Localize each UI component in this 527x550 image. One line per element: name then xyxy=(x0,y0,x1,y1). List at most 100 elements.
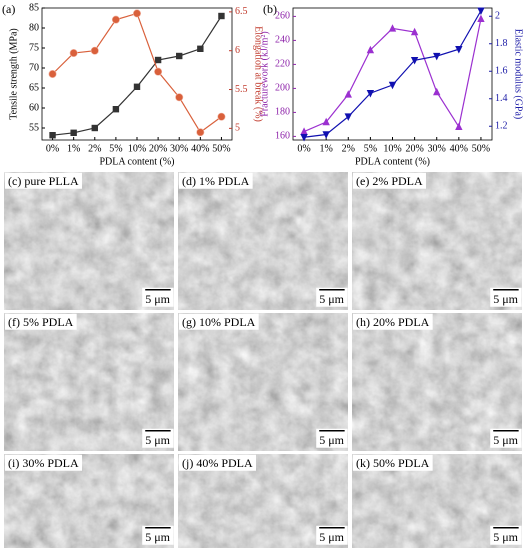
y-tick-label: 240 xyxy=(275,35,290,46)
marker xyxy=(217,112,226,121)
x-tick-label: 20% xyxy=(149,143,167,154)
marker xyxy=(366,90,375,98)
scale-label: 5 μm xyxy=(145,530,170,544)
x-tick-label: 1% xyxy=(67,143,80,154)
marker xyxy=(154,67,163,76)
x-tick-label: 40% xyxy=(450,143,468,154)
sem-panel: (h) 20% PDLA 5 μm xyxy=(352,313,522,451)
sem-image xyxy=(4,172,174,310)
marker xyxy=(48,70,57,79)
marker xyxy=(300,134,308,142)
panel-label: (a) xyxy=(2,2,15,16)
y-tick-label: 160 xyxy=(275,131,290,142)
panel-label: (d) 1% PDLA xyxy=(182,174,250,188)
y-tick-label: 80 xyxy=(29,22,39,33)
marker xyxy=(344,113,352,121)
y-tick-label: 65 xyxy=(29,82,39,93)
x-tick-label: 40% xyxy=(191,143,209,154)
scale-background xyxy=(142,525,174,545)
y-tick-label: 70 xyxy=(29,62,39,73)
scale-background xyxy=(490,525,522,545)
sem-image xyxy=(178,313,348,451)
y2-axis-label: Elongation at break (%) xyxy=(253,26,264,122)
plot-frame xyxy=(41,7,233,141)
marker xyxy=(322,131,330,139)
panel-label: (f) 5% PDLA xyxy=(8,315,74,329)
marker xyxy=(133,9,142,18)
series-line xyxy=(52,15,222,136)
label-background xyxy=(353,454,433,471)
sem-image xyxy=(4,313,174,451)
marker xyxy=(388,81,397,90)
marker xyxy=(197,45,204,52)
panel-label: (b) xyxy=(263,2,277,16)
y2-tick-label: 2 xyxy=(495,11,500,22)
scale-label: 5 μm xyxy=(493,530,518,544)
y-tick-label: 220 xyxy=(275,59,290,70)
x-tick-label: 0% xyxy=(297,143,310,154)
panel-label: (h) 20% PDLA xyxy=(356,315,430,329)
x-tick-label: 20% xyxy=(405,143,423,154)
y2-tick-label: 6 xyxy=(235,45,240,56)
marker xyxy=(455,46,463,54)
sem-panel: (d) 1% PDLA 5 μm xyxy=(178,172,348,310)
x-tick-label: 10% xyxy=(383,143,401,154)
sem-panel: (g) 10% PDLA 5 μm xyxy=(178,313,348,451)
label-background xyxy=(5,172,82,189)
sem-image xyxy=(352,172,522,310)
panel-label: (c) pure PLLA xyxy=(8,174,79,188)
marker xyxy=(410,57,419,65)
scale-background xyxy=(490,428,522,448)
marker xyxy=(91,124,98,132)
panel-label: (e) 2% PDLA xyxy=(356,174,423,188)
marker xyxy=(455,122,463,130)
scale-label: 5 μm xyxy=(319,530,344,544)
sem-panel: (i) 30% PDLA 5 μm xyxy=(4,454,174,548)
label-background xyxy=(5,454,82,471)
marker xyxy=(176,52,183,60)
scale-background xyxy=(490,287,522,307)
marker xyxy=(366,45,375,54)
x-tick-label: 5% xyxy=(364,143,377,154)
y-axis-label: Tensile strength (MPa) xyxy=(8,28,19,120)
x-tick-label: 5% xyxy=(109,143,122,154)
marker xyxy=(49,132,56,139)
scale-background xyxy=(316,525,348,545)
scale-background xyxy=(142,428,174,448)
series-line xyxy=(303,18,482,133)
scale-background xyxy=(316,287,348,307)
y-tick-label: 180 xyxy=(275,107,290,118)
label-background xyxy=(353,172,426,189)
sem-panel: (k) 50% PDLA 5 μm xyxy=(352,454,522,548)
y-tick-label: 75 xyxy=(29,42,39,53)
y2-tick-label: 5 xyxy=(235,123,240,134)
marker xyxy=(433,87,441,96)
panel-label: (j) 40% PDLA xyxy=(182,456,253,470)
x-axis-label: PDLA content (%) xyxy=(355,156,430,167)
marker xyxy=(300,127,308,135)
sem-panel: (f) 5% PDLA 5 μm xyxy=(4,313,174,451)
y-tick-label: 85 xyxy=(29,2,39,13)
marker xyxy=(344,90,352,98)
y2-tick-label: 1.8 xyxy=(495,38,508,49)
scale-background xyxy=(316,428,348,448)
marker xyxy=(477,7,485,15)
marker xyxy=(112,106,120,113)
label-background xyxy=(353,313,433,330)
x-tick-label: 50% xyxy=(472,143,490,154)
x-tick-label: 2% xyxy=(342,143,355,154)
marker xyxy=(133,83,141,90)
series-line xyxy=(52,12,222,134)
marker xyxy=(154,56,162,64)
x-tick-label: 30% xyxy=(170,143,188,154)
marker xyxy=(433,52,441,61)
scale-label: 5 μm xyxy=(493,292,518,306)
marker xyxy=(322,117,330,126)
marker xyxy=(69,49,78,58)
marker xyxy=(111,15,120,24)
y-tick-label: 260 xyxy=(275,11,290,22)
x-tick-label: 2% xyxy=(88,143,101,154)
marker xyxy=(477,14,485,22)
scale-label: 5 μm xyxy=(145,292,170,306)
y-axis-label: Fracturework (kJ/m²) xyxy=(259,31,270,116)
